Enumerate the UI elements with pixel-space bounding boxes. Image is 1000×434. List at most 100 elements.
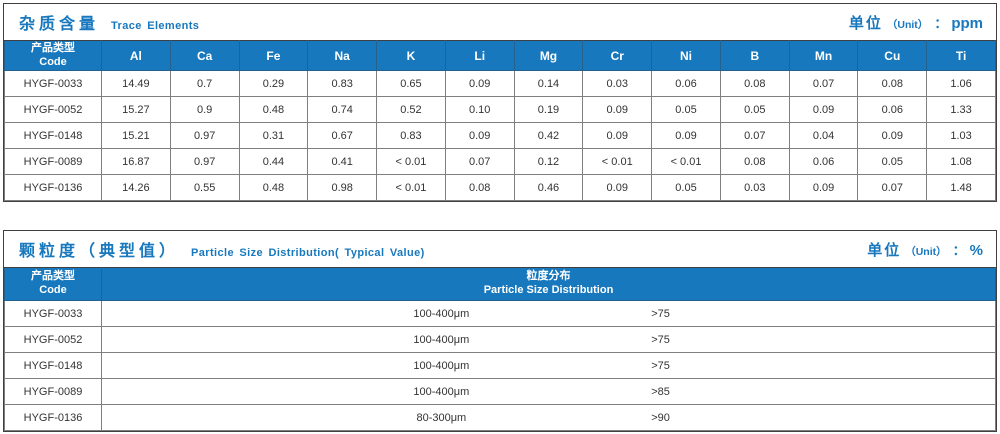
code-header-en: Code	[39, 55, 67, 68]
table-row: HYGF-0052 15.27 0.9 0.48 0.74 0.52 0.10 …	[4, 96, 996, 123]
value-cell: 0.12	[513, 148, 584, 175]
column-header-ca: Ca	[169, 40, 240, 71]
table-row: HYGF-0089 16.87 0.97 0.44 0.41 < 0.01 0.…	[4, 148, 996, 175]
value-cell: 0.08	[719, 70, 790, 97]
table-row: HYGF-0148 100-400μm >75	[4, 352, 996, 379]
value-cell: 0.74	[307, 96, 378, 123]
distribution-cell: 100-400μm >85	[101, 378, 996, 405]
value-cell: 1.03	[926, 122, 996, 149]
value-cell: < 0.01	[376, 174, 446, 201]
column-header-li: Li	[444, 40, 515, 71]
size-range: 100-400μm	[413, 385, 470, 398]
value-cell: 0.14	[513, 70, 584, 97]
size-range: 100-400μm	[413, 307, 470, 320]
code-cell: HYGF-0033	[4, 70, 102, 97]
size-percent: >75	[651, 307, 670, 320]
unit-label-en: （Unit）	[905, 245, 947, 258]
value-cell: 0.83	[376, 122, 446, 149]
value-cell: 0.05	[857, 148, 928, 175]
unit-value: %	[969, 241, 983, 259]
value-cell: 0.08	[719, 148, 790, 175]
value-cell: 0.55	[169, 174, 240, 201]
particle-size-section: 颗粒度（典型值） Particle Size Distribution( Typ…	[3, 230, 997, 432]
value-cell: 15.21	[101, 122, 171, 149]
value-cell: 1.06	[926, 70, 996, 97]
code-header-zh: 产品类型	[31, 41, 75, 54]
column-header-mn: Mn	[788, 40, 859, 71]
code-cell: HYGF-0148	[4, 122, 102, 149]
distribution-cell: 100-400μm >75	[101, 326, 996, 353]
column-header-al: Al	[101, 40, 171, 71]
table-row: HYGF-0136 14.26 0.55 0.48 0.98 < 0.01 0.…	[4, 174, 996, 201]
trace-elements-table: 产品类型 Code Al Ca Fe Na K Li Mg Cr Ni B Mn…	[4, 40, 996, 201]
particle-size-titlebar: 颗粒度（典型值） Particle Size Distribution( Typ…	[4, 231, 996, 267]
value-cell: 0.03	[719, 174, 790, 201]
code-cell: HYGF-0136	[4, 404, 102, 431]
distribution-header-en: Particle Size Distribution	[483, 284, 614, 296]
value-cell: 0.05	[719, 96, 790, 123]
column-header-ni: Ni	[651, 40, 721, 71]
distribution-cell: 100-400μm >75	[101, 300, 996, 327]
table-row: HYGF-0089 100-400μm >85	[4, 378, 996, 405]
value-cell: 0.03	[582, 70, 653, 97]
value-cell: 0.07	[857, 174, 928, 201]
column-header-na: Na	[307, 40, 378, 71]
value-cell: 0.29	[238, 70, 309, 97]
value-cell: 0.05	[651, 174, 721, 201]
section-title-en: Trace Elements	[111, 20, 200, 32]
value-cell: < 0.01	[376, 148, 446, 175]
value-cell: 0.46	[513, 174, 584, 201]
table-row: HYGF-0033 100-400μm >75	[4, 300, 996, 327]
code-cell: HYGF-0052	[4, 96, 102, 123]
size-percent: >85	[651, 385, 670, 398]
unit-label-en: （Unit）	[886, 18, 929, 31]
value-cell: 0.52	[376, 96, 446, 123]
value-cell: 1.08	[926, 148, 996, 175]
value-cell: 16.87	[101, 148, 171, 175]
size-range: 100-400μm	[413, 333, 470, 346]
column-header-k: K	[376, 40, 446, 71]
value-cell: 0.9	[169, 96, 240, 123]
distribution-cell: 80-300μm >90	[101, 404, 996, 431]
trace-elements-section: 杂质含量 Trace Elements 单位 （Unit） ： ppm 产品类型…	[3, 3, 997, 202]
code-header-zh: 产品类型	[31, 270, 75, 283]
header-row: 产品类型 Code Al Ca Fe Na K Li Mg Cr Ni B Mn…	[4, 40, 996, 71]
code-column-header: 产品类型 Code	[4, 40, 102, 71]
section-title-en: Particle Size Distribution( Typical Valu…	[191, 247, 425, 259]
column-header-cu: Cu	[857, 40, 928, 71]
value-cell: 0.08	[444, 174, 515, 201]
value-cell: 0.09	[444, 122, 515, 149]
unit-value: ppm	[951, 14, 983, 32]
value-cell: 0.09	[444, 70, 515, 97]
value-cell: 0.09	[788, 174, 859, 201]
section-title-zh: 颗粒度（典型值）	[19, 243, 180, 260]
value-cell: 0.09	[651, 122, 721, 149]
value-cell: 0.44	[238, 148, 309, 175]
table-row: HYGF-0052 100-400μm >75	[4, 326, 996, 353]
value-cell: 14.26	[101, 174, 171, 201]
section-title: 颗粒度（典型值） Particle Size Distribution( Typ…	[19, 237, 425, 261]
value-cell: 0.09	[788, 96, 859, 123]
value-cell: 0.10	[444, 96, 515, 123]
value-cell: 0.98	[307, 174, 378, 201]
size-range: 100-400μm	[413, 359, 470, 372]
code-cell: HYGF-0052	[4, 326, 102, 353]
column-header-cr: Cr	[582, 40, 653, 71]
distribution-cell: 100-400μm >75	[101, 352, 996, 379]
value-cell: 1.33	[926, 96, 996, 123]
column-header-b: B	[719, 40, 790, 71]
trace-elements-titlebar: 杂质含量 Trace Elements 单位 （Unit） ： ppm	[4, 4, 996, 40]
value-cell: 0.07	[788, 70, 859, 97]
value-cell: 0.07	[719, 122, 790, 149]
distribution-header-zh: 粒度分布	[526, 270, 571, 283]
table-row: HYGF-0136 80-300μm >90	[4, 404, 996, 431]
code-column-header: 产品类型 Code	[4, 267, 102, 301]
code-cell: HYGF-0136	[4, 174, 102, 201]
value-cell: 0.04	[788, 122, 859, 149]
value-cell: 0.97	[169, 148, 240, 175]
value-cell: 14.49	[101, 70, 171, 97]
value-cell: 0.06	[651, 70, 721, 97]
value-cell: 0.06	[857, 96, 928, 123]
value-cell: 0.97	[169, 122, 240, 149]
code-cell: HYGF-0089	[4, 378, 102, 405]
